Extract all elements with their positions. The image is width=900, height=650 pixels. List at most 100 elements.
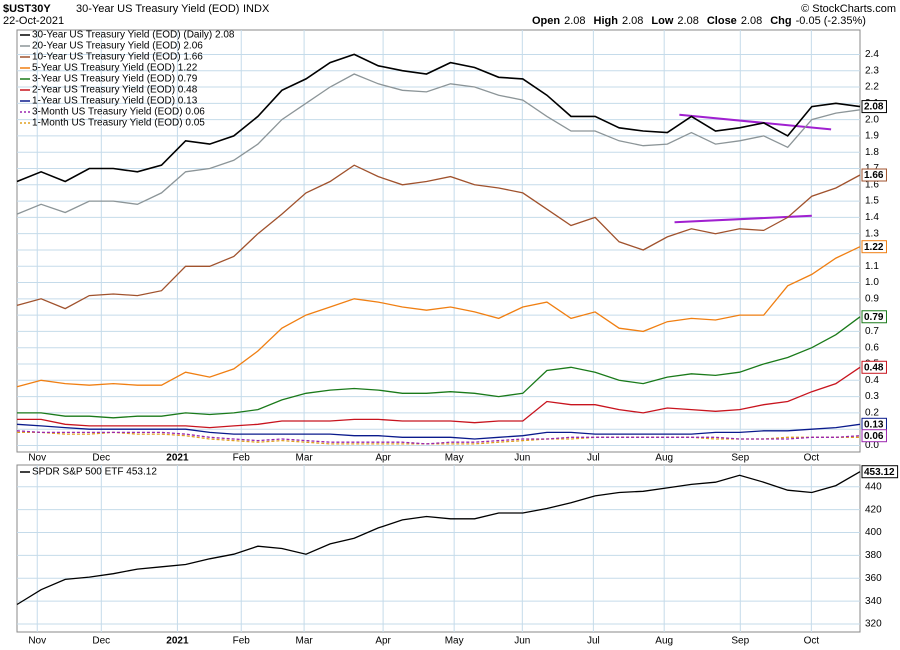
y-tick-label: 2.4 (865, 49, 879, 60)
legend-label: 3-Year US Treasury Yield (EOD) 0.79 (32, 74, 198, 85)
last-value-label: 2.08 (864, 102, 884, 113)
y-tick-label: 1.3 (865, 228, 879, 239)
last-value-label: 0.48 (864, 362, 884, 373)
last-value-box: 1.66 (861, 168, 887, 182)
y-tick-label: 1.6 (865, 179, 879, 190)
y-tick-label: 380 (865, 550, 882, 561)
last-value-box: 453.12 (861, 465, 899, 479)
quote-label: High (594, 15, 619, 27)
credit: © StockCharts.com (801, 3, 896, 15)
x-tick-label: May (445, 453, 464, 464)
date: 22-Oct-2021 (3, 15, 64, 27)
last-value-frame (861, 465, 899, 479)
series-line (17, 316, 861, 419)
x-tick-label: Jul (587, 636, 600, 647)
x-tick-label: Oct (804, 453, 820, 464)
quote-value: 2.08 (677, 15, 698, 27)
y-tick-label: 420 (865, 504, 882, 515)
series-line (16, 423, 861, 440)
series-line (17, 366, 861, 429)
last-value-box: 0.48 (861, 360, 887, 374)
quote-label: Open (532, 15, 560, 27)
quote-value: -0.05 (-2.35%) (796, 15, 866, 27)
last-value-frame (861, 360, 887, 374)
series-line (16, 164, 861, 310)
x-tick-label: Apr (375, 636, 391, 647)
x-tick-label: Jun (514, 636, 530, 647)
plot-area (16, 464, 861, 633)
x-tick-label: Oct (804, 636, 820, 647)
series-line (16, 53, 861, 183)
last-value-label: 1.66 (864, 170, 884, 181)
y-tick-label: 1.8 (865, 147, 879, 158)
y-tick-label: 1.0 (865, 277, 879, 288)
x-tick-label: Aug (655, 453, 673, 464)
quote-value: 2.08 (741, 15, 762, 27)
last-value-label: 0.06 (864, 431, 884, 442)
x-tick-label: Jul (587, 453, 600, 464)
x-tick-label: May (445, 636, 464, 647)
quote-value: 2.08 (622, 15, 643, 27)
y-tick-label: 400 (865, 527, 882, 538)
legend-label: 20-Year US Treasury Yield (EOD) 2.06 (32, 41, 203, 52)
y-tick-label: 1.9 (865, 131, 879, 142)
y-tick-label: 0.6 (865, 342, 879, 353)
last-value-frame (861, 310, 887, 324)
series-line (16, 73, 861, 215)
y-tick-label: 2.2 (865, 82, 879, 93)
x-tick-label: Feb (233, 636, 251, 647)
y-tick-label: 0.0 (865, 440, 879, 451)
x-tick-label: Aug (655, 636, 673, 647)
series-line (17, 431, 860, 445)
x-tick-label: Sep (731, 453, 749, 464)
y-tick-label: 1.1 (865, 261, 879, 272)
x-tick-label: Sep (731, 636, 749, 647)
last-value-box: 0.06 (861, 429, 887, 443)
last-value-label: 0.79 (864, 312, 884, 323)
series-line (16, 471, 861, 606)
last-value-box: 2.08 (861, 100, 887, 114)
quote-label: Close (707, 15, 737, 27)
legend-label: 10-Year US Treasury Yield (EOD) 1.66 (32, 52, 203, 63)
legend-label: 1-Month US Treasury Yield (EOD) 0.05 (32, 118, 205, 129)
symbol: $UST30Y (3, 3, 51, 15)
quote-label: Chg (770, 15, 791, 27)
x-tick-label: 2021 (166, 636, 189, 647)
last-value-frame (861, 240, 887, 254)
y-tick-label: 0.9 (865, 293, 879, 304)
quote-value: 2.08 (564, 15, 585, 27)
x-tick-label: Nov (28, 453, 46, 464)
y-tick-label: 0.7 (865, 326, 879, 337)
y-tick-label: 1.4 (865, 212, 879, 223)
last-value-box: 0.79 (861, 310, 887, 324)
y-tick-label: 0.2 (865, 408, 879, 419)
quote: Open 2.08 High 2.08 Low 2.08 Close 2.08 Chg -0.05… (532, 15, 866, 27)
y-tick-label: 2.0 (865, 114, 879, 125)
quote-label: Low (651, 15, 673, 27)
series-line (16, 430, 861, 445)
last-value-label: 0.13 (864, 419, 884, 430)
last-value-box: 0.13 (861, 417, 887, 431)
last-value-box: 1.22 (861, 240, 887, 254)
legend-label: 2-Year US Treasury Yield (EOD) 0.48 (32, 85, 198, 96)
last-value-label: 1.22 (864, 242, 884, 253)
legend-label: 3-Month US Treasury Yield (EOD) 0.06 (32, 107, 205, 118)
x-tick-label: Feb (233, 453, 251, 464)
x-tick-label: Apr (375, 453, 391, 464)
y-tick-label: 0.3 (865, 391, 879, 402)
instrument-name: 30-Year US Treasury Yield (EOD) (76, 3, 239, 15)
y-tick-label: 340 (865, 596, 882, 607)
last-value-frame (861, 429, 887, 443)
x-tick-label: Dec (92, 636, 110, 647)
x-tick-label: Dec (92, 453, 110, 464)
plot-area (16, 29, 861, 453)
x-tick-label: 2021 (166, 453, 189, 464)
y-tick-label: 440 (865, 481, 882, 492)
series-line (16, 246, 861, 388)
legend-label: SPDR S&P 500 ETF 453.12 (32, 467, 157, 478)
y-tick-label: 320 (865, 619, 882, 630)
x-tick-label: Nov (28, 636, 46, 647)
legend-label: 5-Year US Treasury Yield (EOD) 1.22 (32, 63, 198, 74)
last-value-frame (861, 100, 887, 114)
